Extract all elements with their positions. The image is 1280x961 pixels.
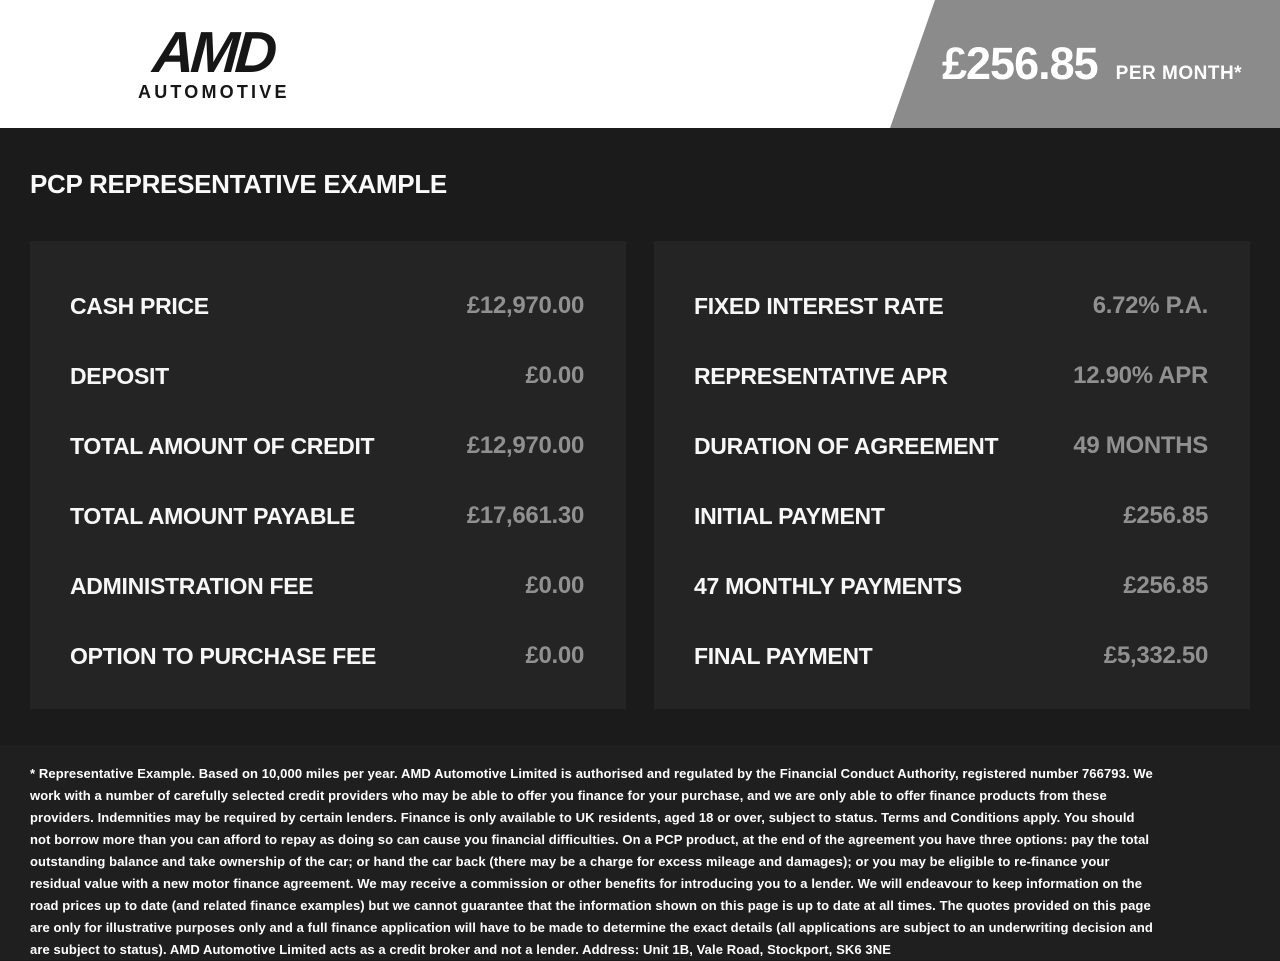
finance-row-label: DEPOSIT: [70, 362, 169, 389]
finance-panels: CASH PRICE £12,970.00 DEPOSIT £0.00 TOTAL AM…: [30, 241, 1250, 709]
finance-row-value: £0.00: [525, 572, 584, 599]
monthly-price-value: £256.85: [942, 38, 1099, 89]
finance-row-value: £5,332.50: [1103, 642, 1208, 669]
finance-row: REPRESENTATIVE APR 12.90% APR: [694, 341, 1208, 411]
finance-row: TOTAL AMOUNT PAYABLE £17,661.30: [70, 481, 584, 551]
finance-row-value: £17,661.30: [466, 502, 584, 529]
amd-automotive-logo: AMD AUTOMOTIVE: [138, 20, 290, 102]
finance-row-value: £0.00: [525, 642, 584, 669]
finance-row-label: ADMINISTRATION FEE: [70, 572, 314, 599]
finance-row-label: REPRESENTATIVE APR: [694, 362, 948, 389]
finance-row-label: 47 MONTHLY PAYMENTS: [694, 572, 962, 599]
finance-row: OPTION TO PURCHASE FEE £0.00: [70, 621, 584, 691]
finance-row-value: £12,970.00: [466, 432, 584, 459]
finance-panel-right: FIXED INTEREST RATE 6.72% P.A. REPRESENTAT…: [654, 241, 1250, 709]
finance-row: ADMINISTRATION FEE £0.00: [70, 551, 584, 621]
page-title: PCP REPRESENTATIVE EXAMPLE: [30, 169, 447, 199]
main-content: PCP REPRESENTATIVE EXAMPLE CASH PRICE £12…: [0, 128, 1280, 745]
page-footer: * Representative Example. Based on 10,00…: [0, 745, 1280, 960]
finance-row-value: £12,970.00: [466, 292, 584, 319]
finance-row-value: 12.90% APR: [1073, 362, 1208, 389]
finance-row-label: DURATION OF AGREEMENT: [694, 432, 999, 459]
finance-row: 47 MONTHLY PAYMENTS £256.85: [694, 551, 1208, 621]
finance-panel-left: CASH PRICE £12,970.00 DEPOSIT £0.00 TOTAL AM…: [30, 241, 626, 709]
finance-row: DEPOSIT £0.00: [70, 341, 584, 411]
finance-row-label: FINAL PAYMENT: [694, 642, 873, 669]
finance-row-value: £256.85: [1123, 572, 1208, 599]
finance-row: FINAL PAYMENT £5,332.50: [694, 621, 1208, 691]
finance-row-value: £0.00: [525, 362, 584, 389]
finance-row-value: 6.72% P.A.: [1092, 292, 1209, 319]
logo-text-amd: AMD: [150, 20, 276, 85]
finance-row-label: INITIAL PAYMENT: [694, 502, 885, 529]
finance-row-value: 49 MONTHS: [1073, 432, 1208, 459]
finance-row-label: FIXED INTEREST RATE: [694, 292, 944, 319]
finance-row: TOTAL AMOUNT OF CREDIT £12,970.00: [70, 411, 584, 481]
finance-row-label: TOTAL AMOUNT PAYABLE: [70, 502, 355, 529]
finance-row-value: £256.85: [1123, 502, 1208, 529]
finance-row: INITIAL PAYMENT £256.85: [694, 481, 1208, 551]
monthly-price-banner: £256.85 PER MONTH*: [890, 0, 1280, 128]
finance-row: DURATION OF AGREEMENT 49 MONTHS: [694, 411, 1208, 481]
logo-text-automotive: AUTOMOTIVE: [138, 82, 290, 102]
page-header: AMD AUTOMOTIVE £256.85 PER MONTH*: [0, 0, 1280, 128]
finance-row: FIXED INTEREST RATE 6.72% P.A.: [694, 271, 1208, 341]
monthly-price-content: £256.85 PER MONTH*: [942, 38, 1242, 90]
finance-row-label: TOTAL AMOUNT OF CREDIT: [70, 432, 375, 459]
finance-row: CASH PRICE £12,970.00: [70, 271, 584, 341]
finance-row-label: OPTION TO PURCHASE FEE: [70, 642, 377, 669]
finance-row-label: CASH PRICE: [70, 292, 209, 319]
monthly-price-suffix: PER MONTH*: [1115, 63, 1243, 84]
legal-disclaimer: * Representative Example. Based on 10,00…: [30, 766, 1153, 957]
